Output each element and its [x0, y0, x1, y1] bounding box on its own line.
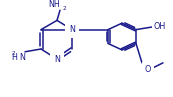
Text: OH: OH — [154, 22, 166, 31]
Text: N: N — [69, 25, 75, 34]
Text: N: N — [54, 55, 60, 64]
Text: 2: 2 — [62, 6, 66, 11]
Text: N: N — [19, 53, 25, 62]
Text: H: H — [11, 53, 17, 62]
Text: NH: NH — [48, 0, 60, 9]
Text: 2: 2 — [11, 51, 15, 56]
Text: O: O — [145, 65, 151, 74]
